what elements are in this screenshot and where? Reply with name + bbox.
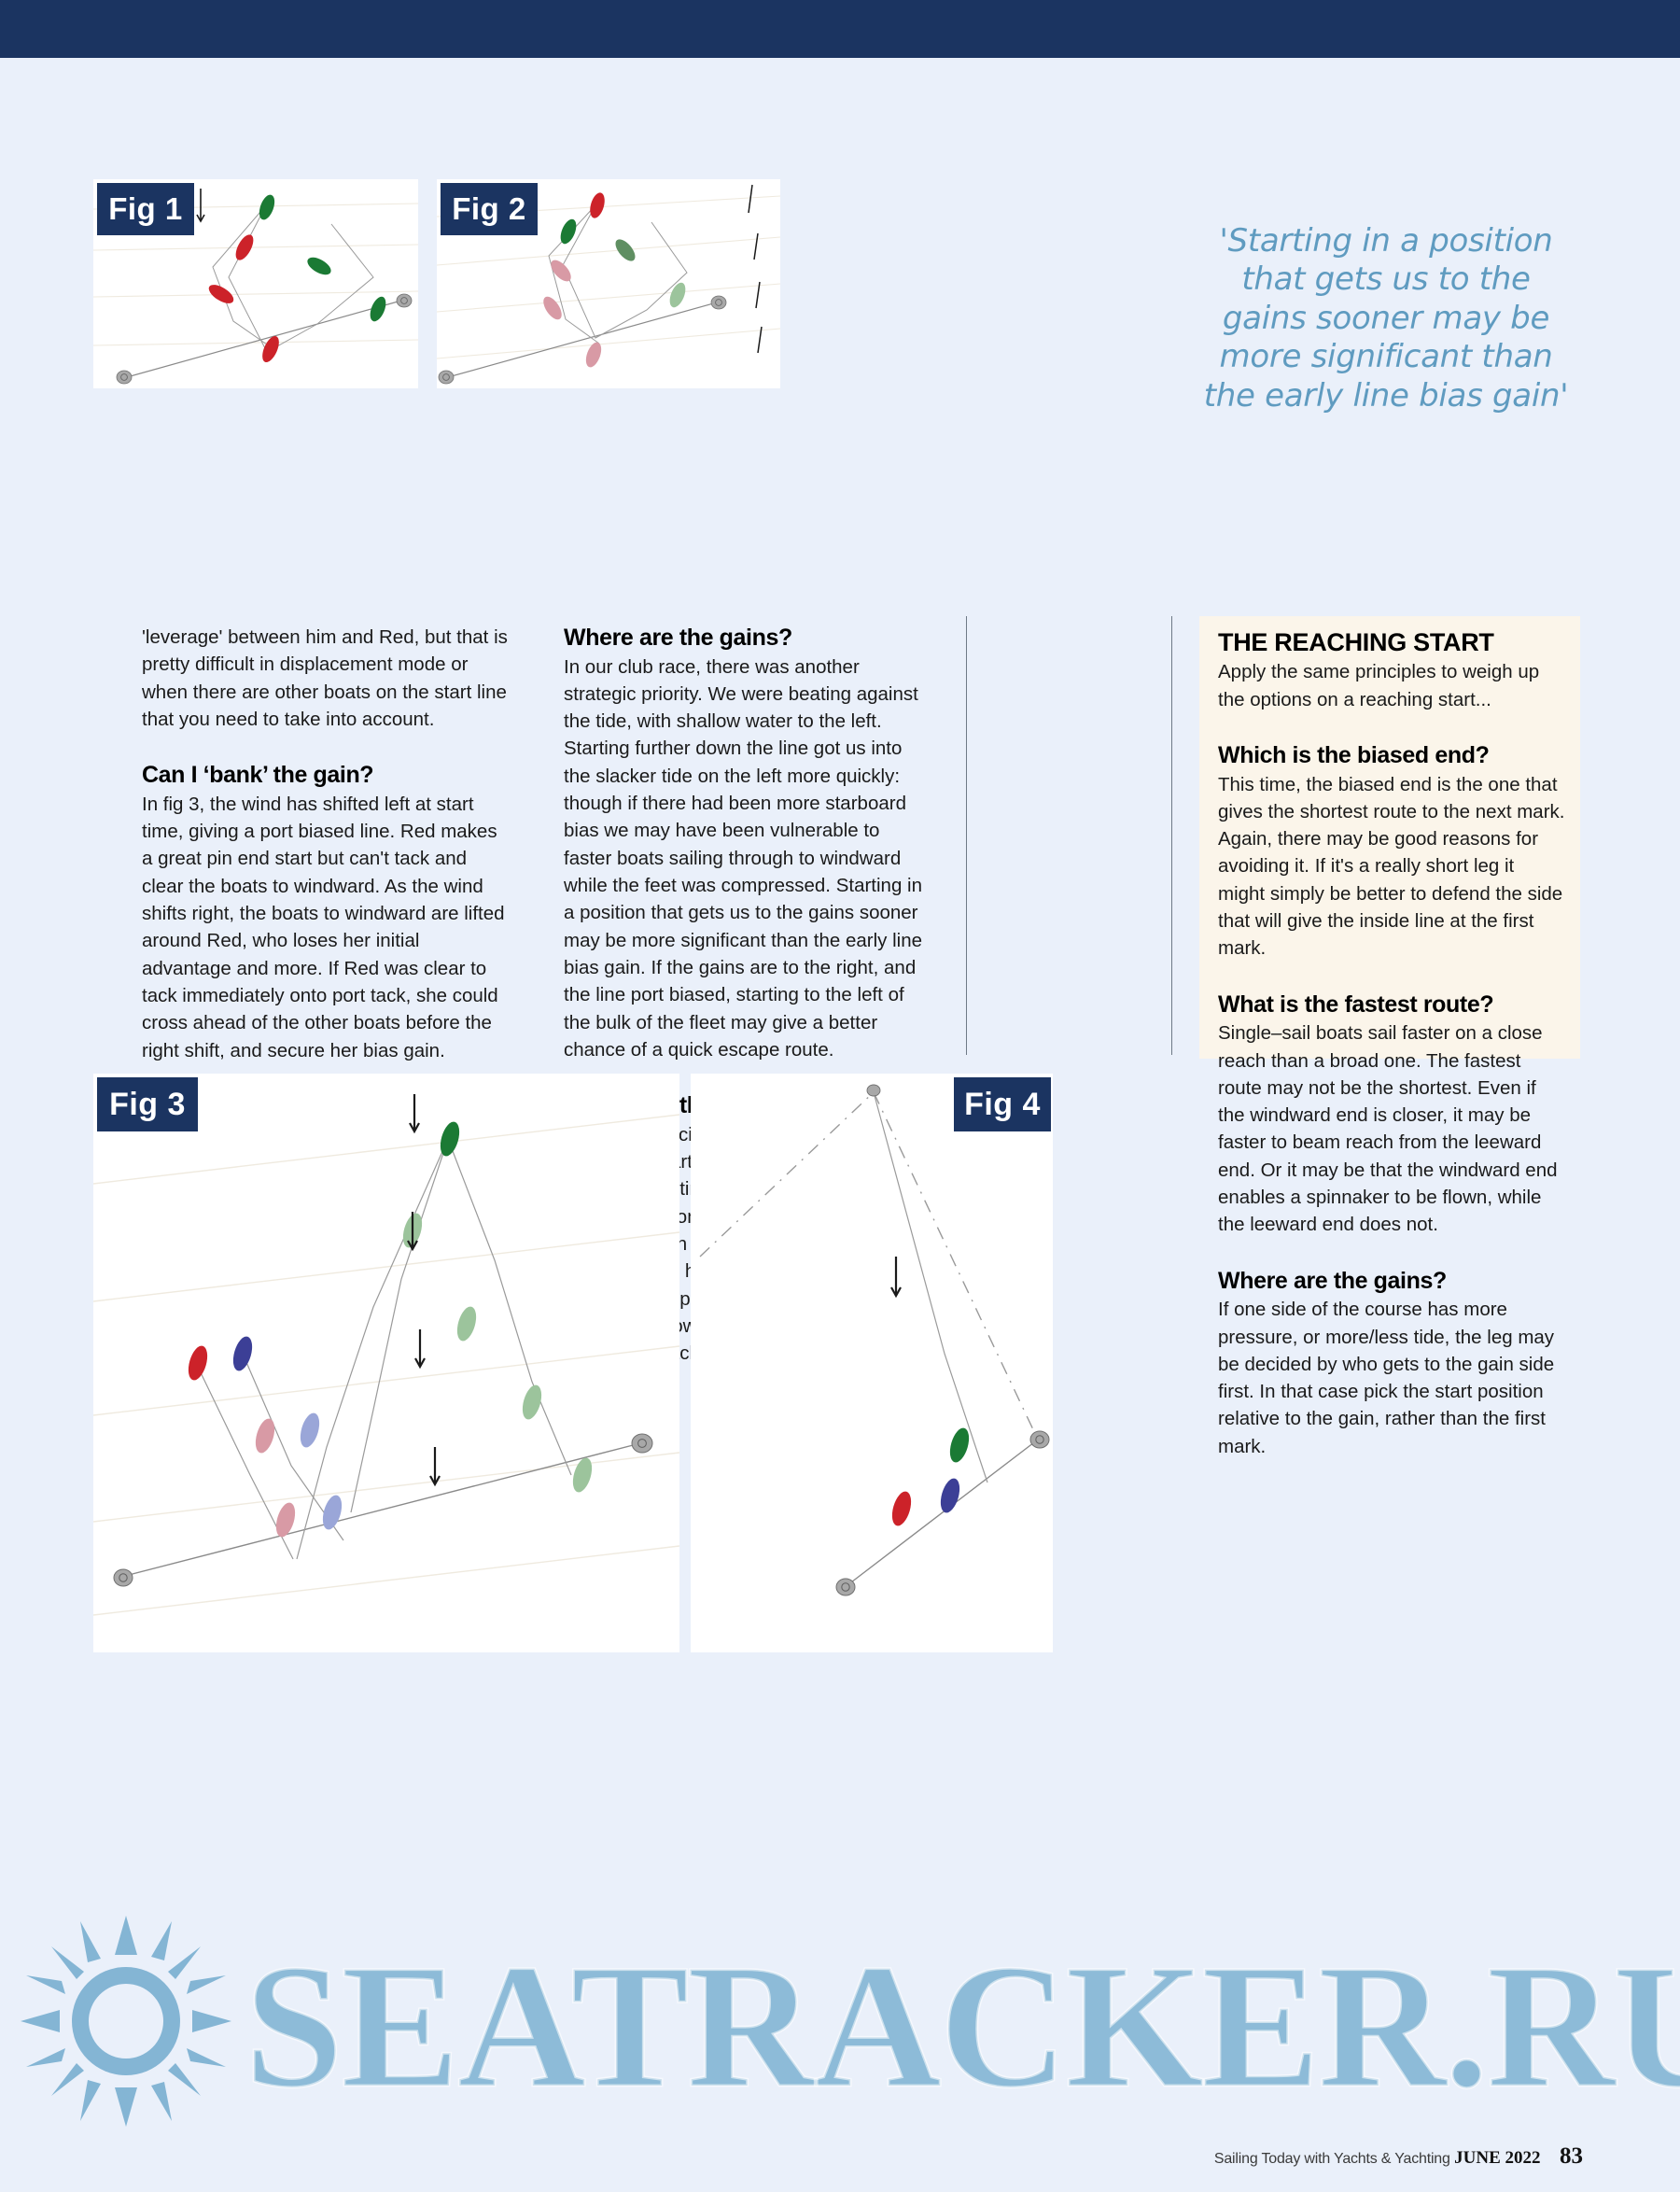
- sidebar-paragraph-1: This time, the biased end is the one tha…: [1218, 773, 1565, 960]
- boat-red-1: [590, 192, 605, 218]
- sidebar-heading-where-are-the-gains: Where are the gains?: [1218, 1267, 1447, 1294]
- figure-4-label: Fig 4: [954, 1077, 1051, 1131]
- mark-buoy-end: [631, 1433, 653, 1454]
- mark-buoy-2: [396, 293, 413, 308]
- magazine-name: Sailing Today with Yachts & Yachting: [1213, 2151, 1450, 2167]
- sidebar-paragraph-2: Single–sail boats sail faster on a close…: [1218, 1022, 1558, 1236]
- col2-heading-where-are-the-gains: Where are the gains?: [564, 625, 792, 651]
- figure-3-label: Fig 3: [97, 1077, 198, 1131]
- mark-windward: [866, 1084, 881, 1097]
- spacer: [142, 733, 508, 761]
- boat-green-1: [949, 1427, 970, 1463]
- watermark-text: SEATRACKER.RU: [244, 1928, 1680, 2127]
- boat-green-2: [615, 239, 636, 261]
- spacer: [1218, 713, 1565, 741]
- mark-buoy-1: [438, 370, 455, 385]
- boat-green-3: [370, 296, 386, 322]
- col2-paragraph-1: In our club race, there was another stra…: [564, 655, 923, 1061]
- boat-green-lead: [440, 1121, 460, 1157]
- issue-date: JUNE 2022: [1454, 2148, 1541, 2168]
- boat-blue-3: [322, 1495, 343, 1530]
- wind-arrow-icons: [748, 184, 763, 354]
- boat-blue-2: [300, 1412, 320, 1448]
- sidebar-heading-fastest-route: What is the fastest route?: [1218, 991, 1494, 1018]
- boat-red-2: [208, 285, 234, 303]
- wind-arrow-icon: [196, 189, 205, 223]
- wind-arrow-icon: [890, 1257, 902, 1299]
- col1-paragraph-1: In fig 3, the wind has shifted left at s…: [142, 793, 505, 1061]
- figure-4-panel: [691, 1074, 1053, 1652]
- figure-1-diagram: [93, 189, 418, 385]
- mark-buoy-start: [835, 1578, 856, 1596]
- col1-heading-bank-the-gain: Can I ‘bank’ the gain?: [142, 762, 374, 789]
- mark-buoy-1: [116, 370, 133, 385]
- sidebar-intro: Apply the same principles to weigh up th…: [1218, 661, 1540, 710]
- boat-pink-2: [275, 1502, 296, 1538]
- boat-green-2: [307, 257, 331, 275]
- boat-green-1: [259, 194, 275, 220]
- boat-green-5: [572, 1457, 593, 1493]
- boat-red-1: [235, 234, 254, 260]
- figure-2-label: Fig 2: [441, 183, 538, 235]
- boat-pink-2: [543, 296, 562, 320]
- figure-3-panel: [93, 1074, 679, 1652]
- boat-red-1: [188, 1345, 208, 1381]
- column-divider-2: [1171, 616, 1172, 1055]
- figure-1-label: Fig 1: [97, 183, 194, 235]
- mark-buoy-end: [1029, 1430, 1050, 1449]
- reaching-start-sidebar: [1199, 616, 1580, 1059]
- column-divider-1: [966, 616, 967, 1055]
- boat-blue-1: [232, 1336, 253, 1371]
- boat-green-3: [456, 1306, 477, 1342]
- pull-quote: 'Starting in a position that gets us to …: [1203, 222, 1569, 415]
- boat-pink-3: [585, 342, 602, 368]
- boat-red-3: [262, 336, 279, 362]
- wind-arrow-icons: [407, 1094, 441, 1487]
- page-number: 83: [1560, 2143, 1583, 2169]
- boat-green-4: [522, 1384, 542, 1420]
- reaching-start-sidebar-content: THE REACHING START Apply the same princi…: [1218, 627, 1565, 1460]
- sidebar-title: THE REACHING START: [1218, 628, 1494, 656]
- sidebar-paragraph-3: If one side of the course has more press…: [1218, 1299, 1555, 1457]
- figure-4-diagram: [699, 1084, 1050, 1596]
- boat-pink-1: [255, 1418, 275, 1454]
- watermark-overlay: SEATRACKER.RU: [0, 1904, 1680, 2147]
- spacer: [1218, 963, 1565, 991]
- top-navy-band: [0, 0, 1680, 58]
- boat-green-3: [669, 282, 686, 308]
- boat-red-1: [891, 1491, 912, 1526]
- sun-burst-icon: [21, 1916, 231, 2127]
- boat-pink-1: [551, 260, 571, 282]
- boat-blue-1: [940, 1478, 960, 1513]
- mark-buoy-start: [113, 1568, 133, 1587]
- col1-intro-paragraph: 'leverage' between him and Red, but that…: [142, 626, 508, 730]
- figure-3-diagram: [93, 1094, 679, 1616]
- boat-green-1: [560, 218, 577, 245]
- sidebar-heading-biased-end: Which is the biased end?: [1218, 742, 1490, 769]
- figure-2-diagram: [437, 184, 780, 385]
- mark-buoy-2: [710, 295, 727, 310]
- spacer: [1218, 1239, 1565, 1267]
- figure-1-panel: [93, 179, 418, 388]
- page-footer: Sailing Today with Yachts & Yachting JUN…: [1214, 2143, 1583, 2170]
